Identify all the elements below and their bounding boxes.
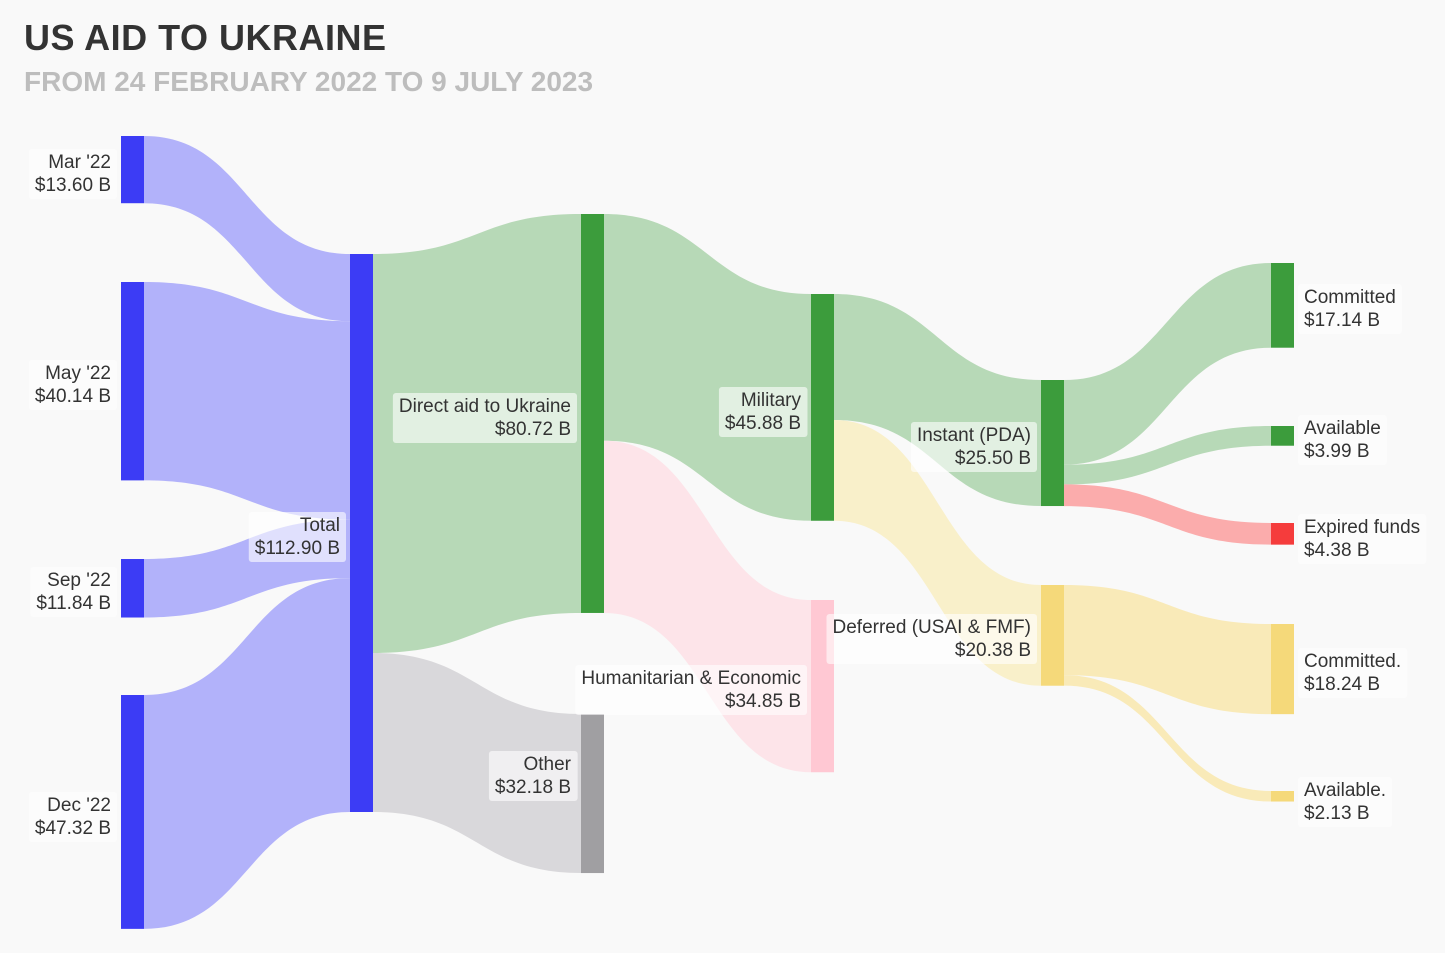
node-value-available1: $3.99 B: [1304, 441, 1370, 462]
node-other: [581, 714, 604, 874]
label-total: Total$112.90 B: [248, 512, 346, 562]
node-value-committed2: $18.24 B: [1304, 674, 1380, 695]
link-direct-to-military: [604, 214, 811, 521]
label-available2: Available.$2.13 B: [1298, 777, 1393, 827]
node-value-dec22: $47.32 B: [35, 818, 111, 839]
node-available1: [1271, 426, 1294, 446]
node-name-deferred: Deferred (USAI & FMF): [833, 617, 1031, 638]
label-bg-sep22: [30, 567, 117, 617]
link-may22-to-total: [144, 282, 350, 520]
node-direct: [581, 214, 604, 613]
node-value-sep22: $11.84 B: [36, 593, 111, 614]
label-bg-available1: [1298, 415, 1387, 465]
node-name-expired: Expired funds: [1304, 517, 1420, 538]
node-name-may22: May '22: [45, 363, 111, 384]
label-deferred: Deferred (USAI & FMF)$20.38 B: [826, 614, 1037, 664]
node-name-military: Military: [741, 390, 802, 411]
node-committed1: [1271, 263, 1294, 348]
node-name-mar22: Mar '22: [48, 152, 111, 173]
node-value-available2: $2.13 B: [1304, 803, 1370, 824]
node-value-instant: $25.50 B: [955, 448, 1031, 469]
link-instant-to-expired: [1064, 484, 1271, 545]
label-bg-other: [488, 751, 578, 801]
label-expired: Expired funds$4.38 B: [1298, 514, 1427, 564]
node-expired: [1271, 523, 1294, 545]
label-direct: Direct aid to Ukraine$80.72 B: [392, 393, 577, 443]
node-military: [811, 294, 834, 521]
label-mar22: Mar '22$13.60 B: [28, 149, 117, 199]
label-bg-committed1: [1298, 284, 1402, 334]
label-bg-mar22: [28, 149, 117, 199]
link-mar22-to-total: [144, 136, 350, 322]
label-instant: Instant (PDA)$25.50 B: [910, 422, 1037, 472]
node-value-committed1: $17.14 B: [1304, 310, 1380, 331]
label-bg-committed2: [1298, 648, 1408, 698]
link-deferred-to-committed2: [1064, 585, 1271, 715]
label-bg-total: [248, 512, 346, 562]
node-value-humanitarian: $34.85 B: [725, 691, 801, 712]
label-humanitarian: Humanitarian & Economic$34.85 B: [575, 665, 807, 715]
link-instant-to-available1: [1064, 426, 1271, 485]
node-instant: [1041, 380, 1064, 507]
node-value-deferred: $20.38 B: [955, 640, 1031, 661]
node-name-instant: Instant (PDA): [917, 425, 1031, 446]
link-total-to-other: [373, 652, 581, 874]
node-available2: [1271, 791, 1294, 802]
label-other: Other$32.18 B: [488, 751, 578, 801]
label-committed2: Committed.$18.24 B: [1298, 648, 1408, 698]
node-name-available1: Available: [1304, 418, 1381, 439]
label-bg-instant: [910, 422, 1037, 472]
node-name-direct: Direct aid to Ukraine: [399, 396, 571, 417]
link-deferred-to-available2: [1064, 675, 1271, 802]
node-name-committed1: Committed: [1304, 287, 1396, 308]
label-available1: Available$3.99 B: [1298, 415, 1387, 465]
label-bg-military: [718, 387, 808, 437]
node-value-may22: $40.14 B: [35, 386, 111, 407]
link-dec22-to-total: [144, 578, 350, 929]
node-committed2: [1271, 624, 1294, 715]
node-value-expired: $4.38 B: [1304, 540, 1370, 561]
label-bg-expired: [1298, 514, 1427, 564]
label-bg-deferred: [826, 614, 1037, 664]
label-military: Military$45.88 B: [718, 387, 808, 437]
label-committed1: Committed$17.14 B: [1298, 284, 1402, 334]
label-bg-available2: [1298, 777, 1393, 827]
node-name-available2: Available.: [1304, 780, 1386, 801]
node-value-military: $45.88 B: [725, 413, 801, 434]
nodes-layer: [121, 136, 1294, 929]
node-deferred: [1041, 585, 1064, 686]
link-instant-to-committed1: [1064, 263, 1271, 465]
node-mar22: [121, 136, 144, 204]
node-name-humanitarian: Humanitarian & Economic: [581, 668, 801, 689]
label-bg-humanitarian: [575, 665, 807, 715]
node-name-other: Other: [523, 754, 571, 775]
node-value-total: $112.90 B: [255, 538, 340, 559]
node-name-committed2: Committed.: [1304, 651, 1401, 672]
label-bg-dec22: [28, 792, 117, 842]
label-bg-direct: [392, 393, 577, 443]
chart-title: US AID TO UKRAINE: [24, 17, 387, 58]
node-name-total: Total: [300, 515, 340, 536]
label-bg-may22: [28, 360, 117, 410]
node-dec22: [121, 695, 144, 929]
label-dec22: Dec '22$47.32 B: [28, 792, 117, 842]
chart-subtitle: FROM 24 FEBRUARY 2022 TO 9 JULY 2023: [24, 66, 594, 97]
node-name-sep22: Sep '22: [47, 570, 111, 591]
node-may22: [121, 282, 144, 481]
node-value-other: $32.18 B: [495, 777, 571, 798]
node-value-direct: $80.72 B: [495, 419, 571, 440]
node-name-dec22: Dec '22: [47, 795, 111, 816]
node-sep22: [121, 559, 144, 618]
label-sep22: Sep '22$11.84 B: [30, 567, 117, 617]
label-may22: May '22$40.14 B: [28, 360, 117, 410]
node-value-mar22: $13.60 B: [35, 175, 111, 196]
node-total: [350, 254, 373, 812]
